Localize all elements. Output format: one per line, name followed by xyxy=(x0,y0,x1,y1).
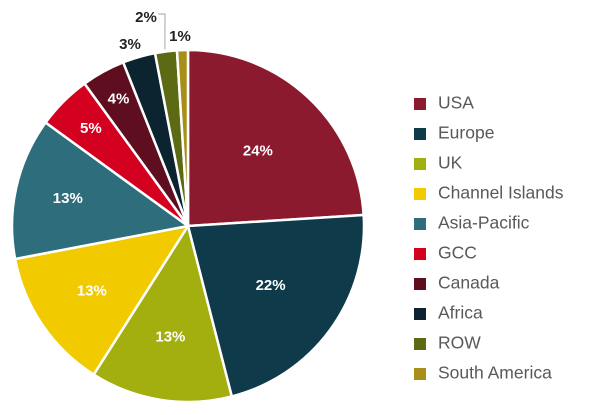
slice-labels: 24% 22% 13% 13% 13% 5% 4% 3% 2% 1% xyxy=(53,9,286,345)
legend-swatch-europe xyxy=(414,128,426,140)
legend-label-south-america: South America xyxy=(438,363,552,383)
legend-label-africa: Africa xyxy=(438,303,483,323)
slice-label-europe: 22% xyxy=(256,277,286,294)
slice-label-africa: 3% xyxy=(119,36,141,53)
legend-label-gcc: GCC xyxy=(438,243,477,263)
slice-label-channel-islands: 13% xyxy=(77,282,107,299)
legend-swatch-gcc xyxy=(414,248,426,260)
legend-swatch-asia-pacific xyxy=(414,218,426,230)
legend-swatch-row xyxy=(414,338,426,350)
legend-label-row: ROW xyxy=(438,333,481,353)
slice-label-asia-pacific: 13% xyxy=(53,190,83,207)
legend-swatch-africa xyxy=(414,308,426,320)
slice-label-usa: 24% xyxy=(243,143,273,160)
pie-slice-europe xyxy=(186,213,366,398)
slice-label-row: 2% xyxy=(135,9,157,26)
pie-slice-usa xyxy=(186,48,365,228)
legend-swatch-south-america xyxy=(414,368,426,380)
pie-slice-channel-islands xyxy=(13,224,191,377)
legend: USA Europe UK Channel Islands Asia-Pacific GC… xyxy=(414,93,564,383)
legend-label-europe: Europe xyxy=(438,123,494,143)
legend-label-usa: USA xyxy=(438,93,474,113)
leader-line-row xyxy=(158,13,166,50)
slice-label-uk: 13% xyxy=(155,328,185,345)
legend-label-uk: UK xyxy=(438,153,463,173)
legend-swatch-uk xyxy=(414,158,426,170)
slice-label-south-america: 1% xyxy=(169,28,191,45)
legend-label-canada: Canada xyxy=(438,273,500,293)
legend-label-channel-islands: Channel Islands xyxy=(438,183,564,203)
legend-label-asia-pacific: Asia-Pacific xyxy=(438,213,530,233)
legend-swatch-usa xyxy=(414,98,426,110)
legend-swatch-canada xyxy=(414,278,426,290)
pie-slice-south-america xyxy=(175,48,190,227)
pie-slice-uk xyxy=(91,222,234,404)
legend-swatch-channel-islands xyxy=(414,188,426,200)
pie-slice-asia-pacific xyxy=(10,120,192,261)
pie-slices xyxy=(10,48,366,404)
slice-label-gcc: 5% xyxy=(80,120,102,137)
slice-label-canada: 4% xyxy=(108,90,130,107)
